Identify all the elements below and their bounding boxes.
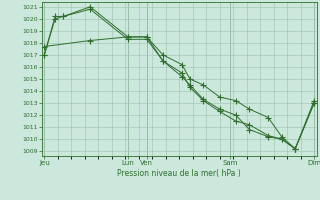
X-axis label: Pression niveau de la mer( hPa ): Pression niveau de la mer( hPa ) bbox=[117, 169, 241, 178]
